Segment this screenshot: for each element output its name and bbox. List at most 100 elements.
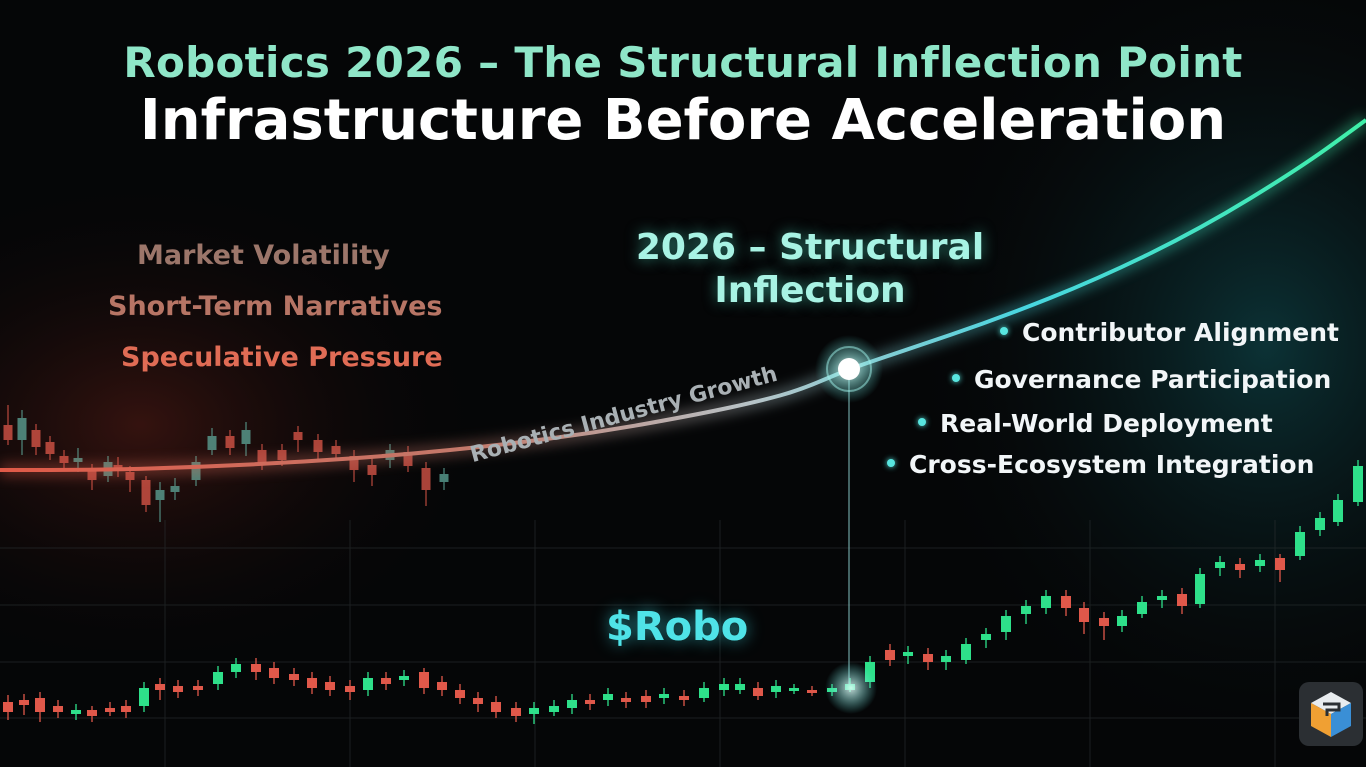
candle-body xyxy=(170,486,180,492)
cube-logo-icon xyxy=(1299,682,1363,746)
candle-body xyxy=(567,700,577,708)
candle-body xyxy=(293,432,303,440)
bullet-text: Cross-Ecosystem Integration xyxy=(909,450,1315,479)
candle-body xyxy=(699,688,709,698)
candle-body xyxy=(31,430,41,447)
candle-body xyxy=(3,702,13,712)
inflection-point-ring xyxy=(826,346,872,392)
bullet-dot-icon xyxy=(918,418,926,426)
candle-body xyxy=(87,710,97,716)
candle-body xyxy=(421,468,431,490)
candle-body xyxy=(363,678,373,690)
candle-body xyxy=(807,690,817,693)
candle-body xyxy=(1061,596,1071,608)
candle-body xyxy=(121,706,131,712)
candle-body xyxy=(3,425,13,440)
candle-body xyxy=(1275,558,1285,570)
inflection-annotation-line-1: 2026 – Structural xyxy=(635,227,985,268)
candle-body xyxy=(1235,564,1245,570)
candle-body xyxy=(45,442,55,454)
candle-body xyxy=(1041,596,1051,608)
base-point-glow xyxy=(825,662,877,714)
candle-body xyxy=(1195,574,1205,604)
grid-lines xyxy=(0,520,1366,767)
candle-body xyxy=(885,650,895,660)
candle-body xyxy=(753,688,763,696)
bullet-governance-participation: Governance Participation xyxy=(952,365,1331,394)
inflection-annotation: 2026 – Structural Inflection xyxy=(620,226,1000,312)
candle-body xyxy=(141,480,151,505)
bullet-cross-ecosystem-integration: Cross-Ecosystem Integration xyxy=(887,450,1314,479)
candle-body xyxy=(789,688,799,691)
candle-body xyxy=(73,458,83,462)
candle-body xyxy=(213,672,223,684)
candle-body xyxy=(207,436,217,450)
candle-body xyxy=(1315,518,1325,530)
candle-body xyxy=(155,490,165,500)
bullet-real-world-deployment: Real-World Deployment xyxy=(918,409,1273,438)
chart-subtitle: Infrastructure Before Acceleration xyxy=(139,88,1227,153)
candle-body xyxy=(1215,562,1225,568)
candle-body xyxy=(1137,602,1147,614)
label-short-term-narratives: Short-Term Narratives xyxy=(108,291,443,322)
candle-body xyxy=(961,644,971,660)
candle-body xyxy=(257,450,267,462)
growth-curve xyxy=(0,118,1366,472)
candle-body xyxy=(345,686,355,692)
candle-body xyxy=(903,652,913,656)
candle-body xyxy=(155,684,165,690)
candle-body xyxy=(491,702,501,712)
candle-body xyxy=(439,474,449,482)
candle-body xyxy=(331,446,341,454)
candle-body xyxy=(1333,500,1343,522)
candle-body xyxy=(307,678,317,688)
candle-body xyxy=(231,664,241,672)
candle-body xyxy=(1157,596,1167,600)
candle-body xyxy=(981,634,991,640)
candle-body xyxy=(241,430,251,444)
candle-body xyxy=(437,682,447,690)
candle-body xyxy=(289,674,299,680)
candle-body xyxy=(139,688,149,706)
bullet-text: Real-World Deployment xyxy=(940,409,1273,438)
candle-body xyxy=(71,710,81,714)
candle-body xyxy=(399,676,409,680)
candle-body xyxy=(59,456,69,463)
candle-body xyxy=(473,698,483,704)
candle-body xyxy=(1177,594,1187,606)
candle-body xyxy=(105,708,115,712)
candle-body xyxy=(719,684,729,690)
candle-body xyxy=(193,686,203,690)
candle-body xyxy=(585,700,595,704)
candle-body xyxy=(277,450,287,460)
candle-body xyxy=(325,682,335,690)
candle-body xyxy=(1099,618,1109,626)
candle-body xyxy=(923,654,933,662)
candle-body xyxy=(941,656,951,662)
candle-body xyxy=(659,694,669,698)
candle-body xyxy=(603,694,613,700)
label-speculative-pressure: Speculative Pressure xyxy=(121,342,443,373)
inflection-point-marker xyxy=(838,358,860,380)
candle-body xyxy=(1001,616,1011,632)
candle-body xyxy=(313,440,323,452)
candle-body xyxy=(1021,606,1031,614)
candle-body xyxy=(1295,532,1305,556)
candle-body xyxy=(1117,616,1127,626)
bullet-dot-icon xyxy=(887,459,895,467)
candle-body xyxy=(1079,608,1089,622)
candle-body xyxy=(419,672,429,688)
candle-body xyxy=(251,664,261,672)
candle-body xyxy=(529,708,539,714)
candle-body xyxy=(1353,466,1363,502)
candle-body xyxy=(269,668,279,678)
candle-body xyxy=(621,698,631,702)
bullet-dot-icon xyxy=(1000,327,1008,335)
candle-body xyxy=(549,706,559,712)
candle-body xyxy=(35,698,45,712)
candle-body xyxy=(53,706,63,712)
candle-body xyxy=(225,436,235,448)
candle-body xyxy=(455,690,465,698)
